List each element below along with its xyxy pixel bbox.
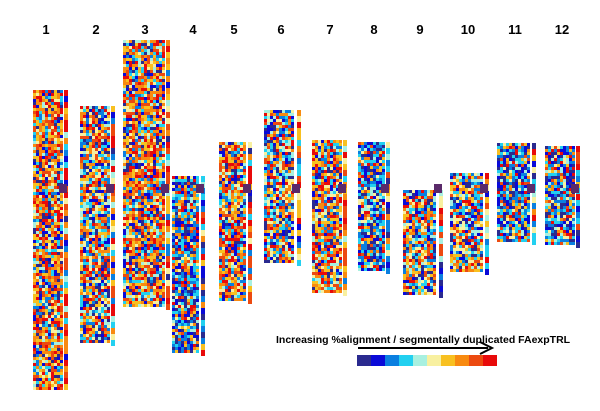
legend-swatch-10: [483, 355, 497, 366]
chromosome-5: [219, 142, 252, 304]
chromosome-label-9: 9: [416, 22, 424, 37]
chromosome-8: [358, 142, 390, 274]
chromosome-6: [264, 110, 301, 266]
chromosome-12: [545, 146, 580, 248]
centromere-marker: [527, 184, 535, 193]
centromere-marker: [434, 184, 442, 193]
centromere-marker: [381, 184, 389, 193]
chromosome-label-11: 11: [508, 22, 522, 37]
centromere-marker: [480, 184, 488, 193]
chromosome-3: [123, 40, 170, 310]
centromere-marker: [292, 184, 300, 193]
centromere-marker: [161, 184, 169, 193]
chromosome-label-5: 5: [230, 22, 238, 37]
legend-swatch-5: [413, 355, 427, 366]
legend-swatch-8: [455, 355, 469, 366]
centromere-marker: [196, 184, 204, 193]
chromosome-10: [450, 173, 489, 275]
chromosome-label-10: 10: [460, 22, 476, 37]
legend-swatch-9: [469, 355, 483, 366]
chromosome-label-1: 1: [42, 22, 50, 37]
centromere-marker: [59, 184, 67, 193]
chromosome-2: [80, 106, 115, 346]
legend-swatch-7: [441, 355, 455, 366]
centromere-marker: [338, 184, 346, 193]
legend-swatch-4: [399, 355, 413, 366]
chromosome-label-8: 8: [370, 22, 378, 37]
chromosome-label-4: 4: [189, 22, 197, 37]
legend-swatch-2: [371, 355, 385, 366]
legend-title: Increasing %alignment / segmentally dupl…: [276, 334, 571, 346]
chromosome-9: [403, 184, 443, 298]
chromosome-label-12: 12: [554, 22, 570, 37]
chromosome-label-7: 7: [326, 22, 334, 37]
chromosome-label-3: 3: [141, 22, 149, 37]
centromere-marker: [106, 184, 114, 193]
centromere-marker: [571, 184, 579, 193]
chromosome-11: [497, 143, 536, 245]
legend-swatch-3: [385, 355, 399, 366]
chromosome-1: [33, 90, 68, 390]
legend-swatch-6: [427, 355, 441, 366]
centromere-marker: [243, 184, 251, 193]
chromosome-4: [172, 176, 205, 356]
legend-swatch-1: [357, 355, 371, 366]
chromosome-label-6: 6: [277, 22, 285, 37]
chromosome-7: [312, 140, 347, 296]
legend-arrowhead: [479, 341, 495, 355]
chromosome-label-2: 2: [92, 22, 100, 37]
